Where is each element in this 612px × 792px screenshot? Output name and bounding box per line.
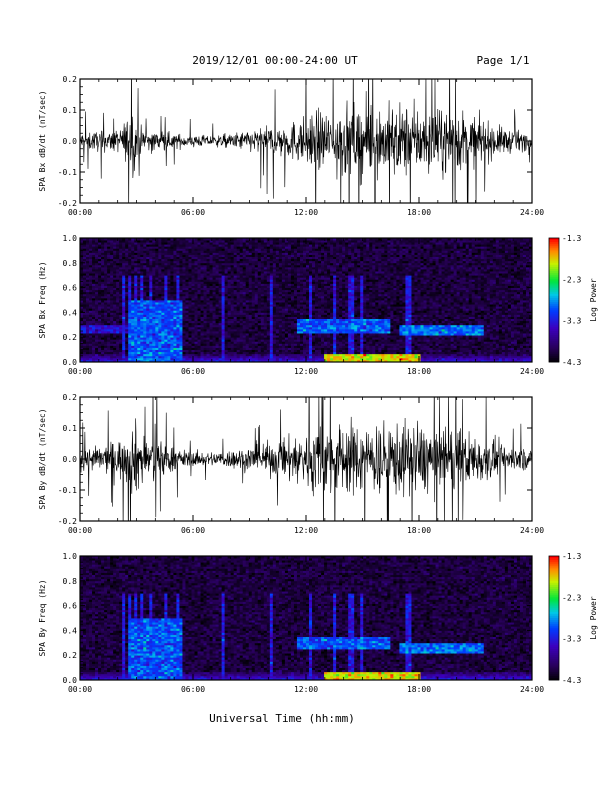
colorbar-tick-label: -1.3 [562,552,581,561]
x-tick-label: 18:00 [407,208,431,217]
y-tick-label: -0.1 [58,168,77,177]
x-tick-label: 00:00 [68,208,92,217]
colorbar-tick-label: -4.3 [562,676,581,685]
colorbar-tick-label: -2.3 [562,593,581,602]
y-axis-label: SPA Bx dB/dt (nT/sec) [38,90,47,191]
x-tick-label: 12:00 [294,367,318,376]
y-tick-label: 0.2 [63,651,78,660]
x-tick-label: 06:00 [181,526,205,535]
plot-frame [79,237,533,363]
plot-frame [79,78,533,204]
colorbar: -1.3 -2.3 -3.3 -4.3 Log Power [548,234,598,367]
colorbar-tick-label: -4.3 [562,358,581,367]
plot-frame [79,396,533,522]
y-tick-label: 0.1 [63,106,78,115]
y-tick-label: 0.0 [63,455,78,464]
figure-title: 2019/12/01 00:00-24:00 UT [192,54,358,67]
y-tick-label: -0.1 [58,486,77,495]
y-tick-label: 0.4 [63,308,78,317]
x-tick-label: 24:00 [520,526,544,535]
x-tick-label: 24:00 [520,367,544,376]
x-tick-label: 18:00 [407,685,431,694]
y-tick-label: -0.2 [58,517,77,526]
colorbar-tick-label: -1.3 [562,234,581,243]
bx-spectrogram-panel: -1.3 -2.3 -3.3 -4.3 Log Power 0.0 0.2 0.4 0.6 0.8… [38,234,598,376]
x-tick-label: 00:00 [68,526,92,535]
y-tick-label: 0.0 [63,358,78,367]
y-tick-label: 0.0 [63,676,78,685]
colorbar-label: Log Power [589,596,598,640]
by-waveform-panel: -0.2 -0.1 0.0 0.1 0.2 00:00 06:00 12:00 18:00 24:… [38,393,544,535]
x-tick-label: 24:00 [520,685,544,694]
x-tick-label: 18:00 [407,367,431,376]
x-tick-label: 00:00 [68,685,92,694]
y-tick-label: 1.0 [63,552,78,561]
y-tick-label: 0.2 [63,333,78,342]
y-tick-label: 0.6 [63,602,78,611]
y-tick-label: 0.0 [63,137,78,146]
y-tick-label: 1.0 [63,234,78,243]
spectrogram-cells [80,556,533,681]
plot-frame [79,555,533,681]
y-tick-label: 0.1 [63,424,78,433]
bx-waveform-panel: -0.2 -0.1 0.0 0.1 0.2 00:00 06:00 12:00 18:00 24:… [38,75,544,217]
waveform-trace [80,397,532,521]
colorbar-tick-label: -3.3 [562,317,581,326]
by-spectrogram-panel: -1.3 -2.3 -3.3 -4.3 Log Power 0.0 0.2 0.4 0.6 0.8… [38,552,598,694]
colorbar-tick-label: -3.3 [562,635,581,644]
x-axis-title: Universal Time (hh:mm) [209,712,355,725]
y-tick-label: 0.8 [63,259,78,268]
y-axis-label: SPA By dB/dt (nT/sec) [38,408,47,509]
y-tick-label: -0.2 [58,199,77,208]
x-tick-label: 12:00 [294,208,318,217]
x-tick-label: 12:00 [294,526,318,535]
x-tick-label: 00:00 [68,367,92,376]
x-tick-label: 18:00 [407,526,431,535]
x-tick-label: 06:00 [181,208,205,217]
page-indicator: Page 1/1 [477,54,530,67]
x-tick-label: 12:00 [294,685,318,694]
x-tick-label: 06:00 [181,685,205,694]
colorbar: -1.3 -2.3 -3.3 -4.3 Log Power [548,552,598,685]
y-tick-label: 0.8 [63,577,78,586]
x-tick-label: 06:00 [181,367,205,376]
x-tick-label: 24:00 [520,208,544,217]
y-axis-label: SPA Bx Freq (Hz) [38,261,47,338]
y-tick-label: 0.2 [63,393,78,402]
y-tick-label: 0.4 [63,626,78,635]
y-axis-label: SPA By Freq (Hz) [38,579,47,656]
colorbar-label: Log Power [589,278,598,322]
colorbar-tick-label: -2.3 [562,275,581,284]
spectrogram-cells [80,238,533,363]
waveform-trace [80,79,532,203]
y-tick-label: 0.6 [63,284,78,293]
y-tick-label: 0.2 [63,75,78,84]
